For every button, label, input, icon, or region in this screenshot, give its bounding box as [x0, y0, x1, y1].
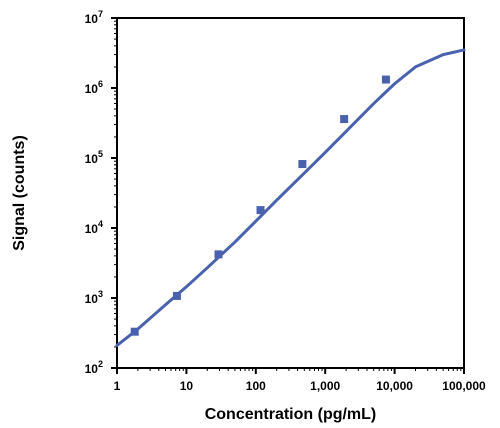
data-point — [214, 250, 223, 259]
y-tick-label: 104 — [85, 219, 103, 236]
x-axis-title: Concentration (pg/mL) — [205, 406, 377, 423]
x-tick-label: 1,000 — [310, 379, 340, 393]
plot-border — [116, 17, 465, 369]
fit-curve-line — [115, 48, 466, 347]
data-point — [172, 291, 181, 300]
data-point — [298, 160, 307, 169]
x-tick-label: 100,000 — [442, 379, 486, 393]
data-points-layer — [130, 75, 390, 336]
data-point — [130, 327, 139, 336]
y-axis: 102 103 104 105 106 107 — [85, 9, 117, 376]
y-tick-label: 105 — [85, 149, 103, 166]
plot-frame — [116, 17, 465, 369]
data-point — [381, 75, 390, 84]
y-tick-label: 102 — [85, 359, 103, 376]
x-tick-label: 100 — [246, 379, 266, 393]
x-axis: 1 10 100 1,000 10,000 100,000 — [114, 368, 486, 393]
data-point — [256, 206, 265, 215]
x-tick-label: 1 — [114, 379, 121, 393]
y-tick-label: 103 — [85, 289, 103, 306]
y-tick-label: 106 — [85, 79, 103, 96]
y-tick-label: 107 — [85, 9, 103, 26]
fit-curve-layer — [115, 48, 466, 347]
data-point — [340, 115, 349, 124]
x-tick-label: 10 — [180, 379, 194, 393]
x-tick-label: 10,000 — [376, 379, 413, 393]
y-axis-title: Signal (counts) — [11, 135, 28, 251]
